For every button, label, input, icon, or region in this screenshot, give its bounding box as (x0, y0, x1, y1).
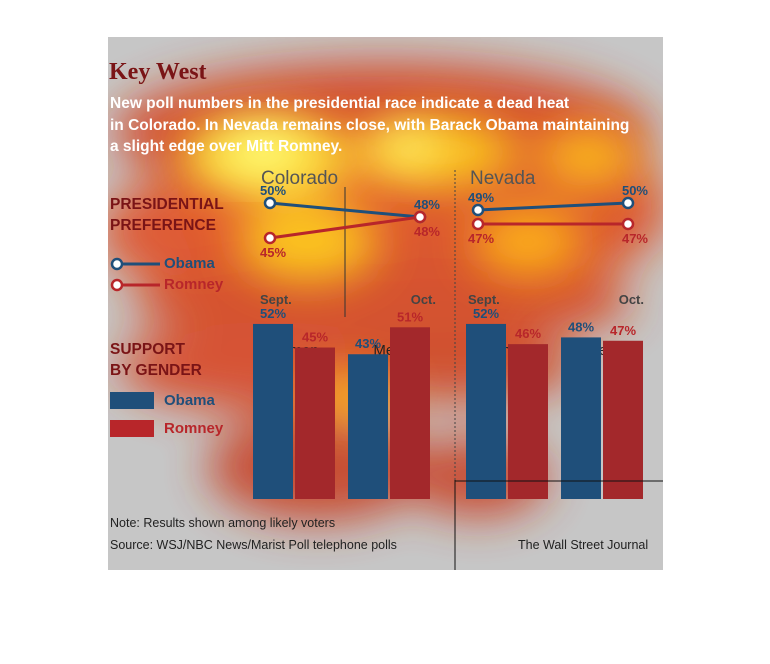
line-legend-romney: Romney (164, 276, 224, 293)
nevada-x-tick-sept: Sept. (468, 292, 500, 307)
section-gender-line-2: BY GENDER (110, 362, 202, 379)
romney-line-legend-marker (110, 278, 124, 292)
bar-legend-romney: Romney (164, 420, 224, 437)
nevada-romney-label-1: 47% (622, 231, 648, 246)
colorado-obama-point-0 (263, 196, 277, 210)
bar-legend-obama: Obama (164, 392, 215, 409)
section-preference-line-1: PRESIDENTIAL (110, 196, 224, 213)
chart-title: Key West (109, 59, 207, 85)
section-gender-line-1: SUPPORT (110, 341, 185, 358)
dek-line-3: a slight edge over Mitt Romney. (110, 138, 343, 155)
state-label-nevada: Nevada (470, 168, 536, 189)
colorado-obama-label-0: 50% (260, 183, 286, 198)
nevada-bar-obama-men (561, 337, 601, 499)
nevada-obama-line (477, 201, 629, 212)
bar-legend-obama-swatch (110, 392, 154, 409)
bar-legend-romney-swatch (110, 420, 154, 437)
nevada-obama-point-0 (471, 203, 485, 217)
footer-source: Source: WSJ/NBC News/Marist Poll telepho… (110, 538, 397, 552)
nevada-bar-romney-women (508, 344, 548, 499)
colorado-obama-line (269, 201, 421, 219)
nevada-romney-point-0 (471, 217, 485, 231)
nevada-bar-obama-women (466, 323, 506, 499)
dek-line-2: in Colorado. In Nevada remains close, wi… (110, 117, 630, 134)
colorado-obama-label-1: 48% (414, 197, 440, 212)
nevada-bar-label-romney-women: 46% (515, 326, 541, 341)
colorado-bar-label-obama-men: 43% (355, 336, 381, 351)
charts-svg: Sept. Oct. 50% 48% 45% 48% Sept. Oct. 49% 50% 47% 4… (253, 170, 648, 570)
colorado-x-tick-sept: Sept. (260, 292, 292, 307)
dek-line-1: New poll numbers in the presidential rac… (110, 95, 570, 112)
colorado-romney-line (269, 215, 421, 240)
footer-note: Note: Results shown among likely voters (110, 516, 336, 530)
line-legend-swatches (110, 257, 160, 292)
colorado-bar-label-romney-men: 51% (397, 309, 423, 324)
colorado-bar-label-obama-women: 52% (260, 306, 286, 321)
nevada-bar-romney-men (603, 340, 643, 499)
colorado-bar-romney-men (390, 327, 430, 499)
colorado-romney-point-0 (263, 231, 277, 245)
nevada-romney-label-0: 47% (468, 231, 494, 246)
nevada-romney-point-1 (621, 217, 635, 231)
nevada-obama-label-0: 49% (468, 190, 494, 205)
colorado-x-tick-oct: Oct. (411, 292, 436, 307)
section-preference-line-2: PREFERENCE (110, 217, 216, 234)
nevada-x-tick-oct: Oct. (619, 292, 644, 307)
nevada-bar-label-obama-women: 52% (473, 306, 499, 321)
obama-line-legend-marker (110, 257, 124, 271)
state-label-colorado: Colorado (261, 168, 339, 189)
colorado-romney-point-1 (413, 210, 427, 224)
nevada-bar-label-romney-men: 47% (610, 323, 636, 338)
nevada-obama-label-1: 50% (622, 183, 648, 198)
footer-credit: The Wall Street Journal (518, 538, 649, 552)
colorado-bar-label-romney-women: 45% (302, 330, 328, 345)
colorado-bar-obama-women (253, 323, 293, 499)
colorado-romney-label-1: 48% (414, 224, 440, 239)
line-legend-obama: Obama (164, 255, 215, 272)
nevada-bar-label-obama-men: 48% (568, 319, 594, 334)
colorado-bar-romney-women (295, 347, 335, 499)
nevada-obama-point-1 (621, 196, 635, 210)
colorado-bar-obama-men (348, 354, 388, 499)
colorado-romney-label-0: 45% (260, 245, 286, 260)
